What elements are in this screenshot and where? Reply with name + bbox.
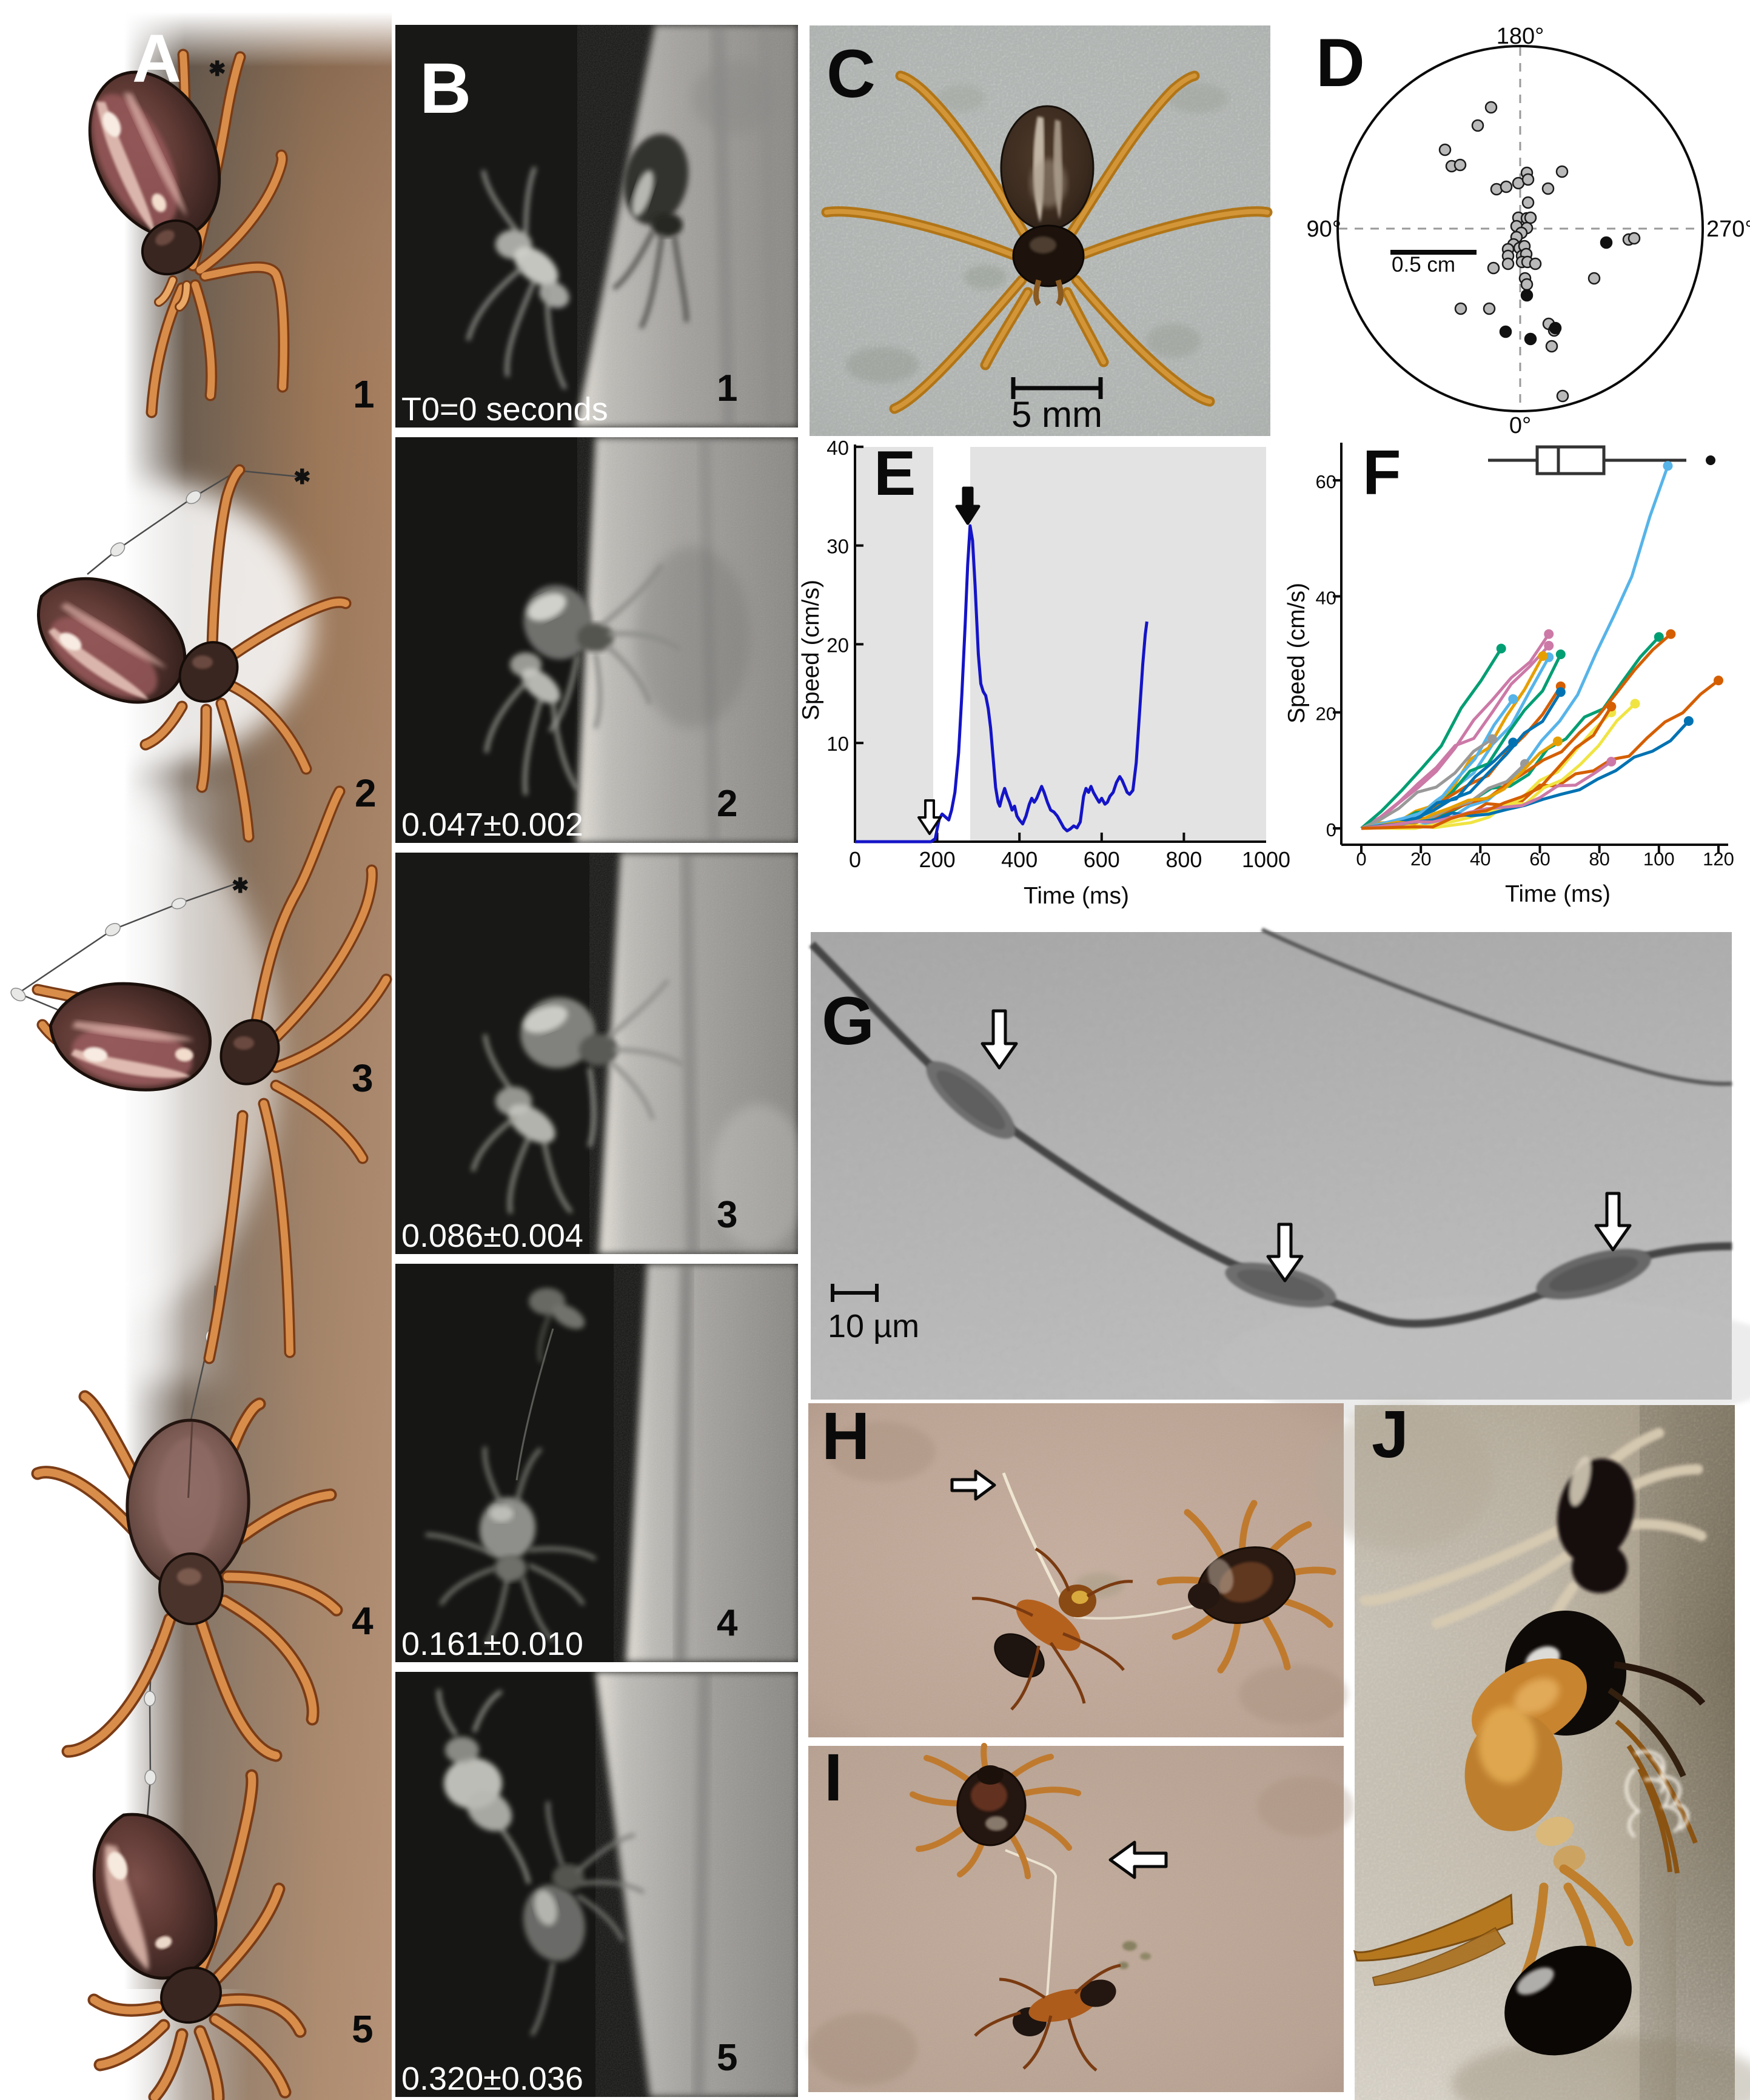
svg-text:3: 3	[352, 1056, 374, 1100]
svg-text:0: 0	[1326, 819, 1336, 840]
svg-text:T0=0 seconds: T0=0 seconds	[401, 391, 608, 428]
svg-text:1: 1	[353, 372, 375, 416]
svg-text:2: 2	[355, 771, 377, 815]
svg-text:20: 20	[1316, 703, 1336, 725]
svg-text:0: 0	[849, 847, 861, 872]
svg-text:B: B	[420, 49, 471, 129]
svg-text:80: 80	[1589, 848, 1609, 870]
svg-text:E: E	[874, 438, 916, 509]
svg-text:90°: 90°	[1307, 216, 1341, 242]
svg-text:270°: 270°	[1706, 216, 1750, 242]
svg-text:J: J	[1372, 1397, 1409, 1472]
svg-text:600: 600	[1084, 847, 1120, 872]
svg-text:0°: 0°	[1509, 413, 1531, 438]
svg-text:40: 40	[1470, 848, 1490, 870]
svg-text:0: 0	[1356, 848, 1366, 870]
svg-text:400: 400	[1001, 847, 1038, 872]
svg-text:60: 60	[1316, 471, 1336, 492]
svg-text:I: I	[824, 1740, 843, 1815]
svg-text:1000: 1000	[1242, 847, 1290, 872]
svg-text:4: 4	[717, 1602, 738, 1644]
svg-text:0.047±0.002: 0.047±0.002	[401, 807, 583, 843]
svg-text:0.320±0.036: 0.320±0.036	[401, 2061, 583, 2097]
svg-text:3: 3	[717, 1194, 737, 1236]
svg-text:Speed (cm/s): Speed (cm/s)	[1284, 583, 1310, 723]
svg-text:✱: ✱	[232, 874, 249, 897]
svg-text:30: 30	[826, 535, 849, 558]
svg-text:10 µm: 10 µm	[828, 1308, 919, 1344]
svg-text:5: 5	[352, 2007, 374, 2051]
svg-text:1: 1	[717, 367, 737, 409]
svg-text:0.086±0.004: 0.086±0.004	[401, 1218, 583, 1254]
svg-text:0.5 cm: 0.5 cm	[1392, 253, 1455, 277]
svg-text:10: 10	[826, 733, 849, 755]
svg-text:100: 100	[1643, 848, 1675, 870]
svg-text:C: C	[826, 36, 876, 112]
svg-text:20: 20	[826, 634, 849, 656]
svg-text:20: 20	[1410, 848, 1431, 870]
svg-text:✱: ✱	[209, 58, 226, 81]
svg-text:F: F	[1363, 438, 1401, 508]
svg-text:2: 2	[717, 783, 737, 825]
svg-text:✱: ✱	[293, 466, 311, 489]
svg-text:D: D	[1316, 25, 1365, 101]
svg-text:200: 200	[919, 847, 956, 872]
svg-text:180°: 180°	[1497, 24, 1544, 49]
svg-text:120: 120	[1703, 848, 1734, 870]
svg-text:G: G	[822, 983, 874, 1059]
svg-text:800: 800	[1165, 847, 1202, 872]
svg-text:40: 40	[1316, 587, 1336, 608]
svg-text:5 mm: 5 mm	[1011, 394, 1102, 435]
svg-text:Speed (cm/s): Speed (cm/s)	[798, 580, 824, 720]
svg-text:Time (ms): Time (ms)	[1505, 881, 1611, 907]
svg-text:40: 40	[826, 437, 849, 459]
svg-text:60: 60	[1529, 848, 1550, 870]
svg-text:H: H	[822, 1399, 870, 1474]
svg-text:Time (ms): Time (ms)	[1024, 883, 1129, 909]
svg-text:4: 4	[352, 1599, 374, 1643]
svg-text:5: 5	[717, 2037, 737, 2079]
svg-text:0.161±0.010: 0.161±0.010	[401, 1626, 583, 1662]
svg-text:A: A	[132, 21, 181, 96]
